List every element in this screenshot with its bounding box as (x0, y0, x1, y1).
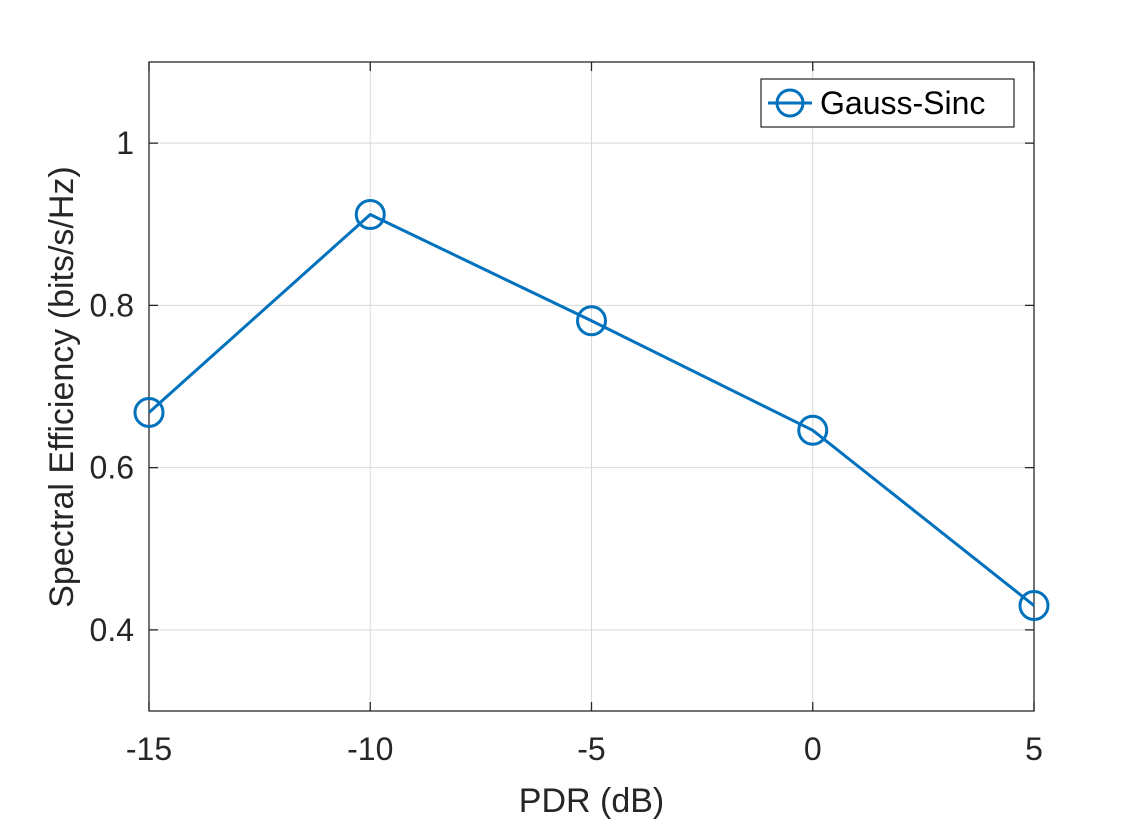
legend-series-name: Gauss-Sinc (820, 85, 985, 121)
grid-lines (148, 62, 1035, 711)
y-tick-label: 0.6 (90, 450, 134, 486)
data-point-marker (797, 414, 829, 446)
y-axis-label: Spectral Efficiency (bits/s/Hz) (43, 166, 81, 608)
x-tick-label: 0 (804, 731, 822, 767)
x-axis-label: PDR (dB) (519, 782, 664, 820)
legend: Gauss-Sinc (760, 78, 1015, 128)
legend-marker-circle (775, 88, 805, 118)
y-tick-labels: 0.4 0.6 0.8 1 (90, 125, 134, 648)
data-point-marker (576, 305, 607, 337)
x-tick-labels: -15 -10 -5 0 5 (126, 731, 1043, 767)
y-tick-label: 0.4 (90, 612, 134, 648)
series-line-0 (147, 213, 1035, 607)
x-tick-label: -5 (577, 731, 605, 767)
data-point-marker (1018, 590, 1050, 622)
data-point-marker (133, 396, 165, 428)
series-layer (133, 199, 1050, 622)
y-tick-label: 0.8 (90, 287, 134, 323)
y-tick-label: 1 (116, 125, 134, 161)
x-tick-label: -10 (347, 731, 393, 767)
x-tick-label: -15 (126, 731, 172, 767)
x-tick-label: 5 (1025, 731, 1043, 767)
data-point-marker (354, 199, 386, 231)
axis-ticks (148, 62, 1035, 711)
